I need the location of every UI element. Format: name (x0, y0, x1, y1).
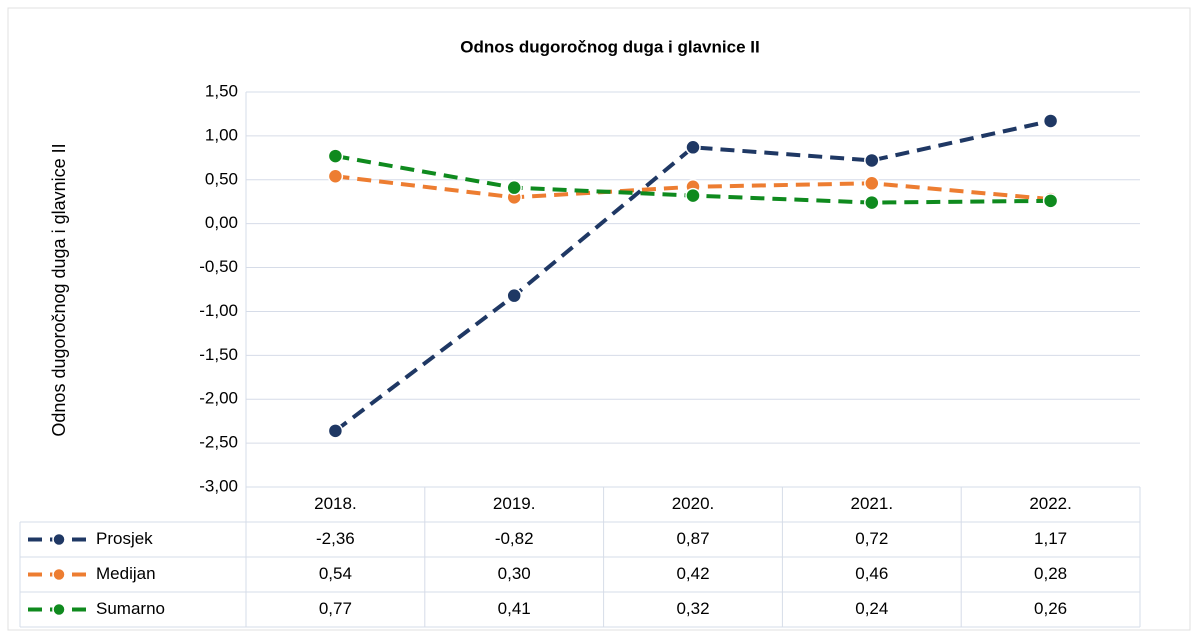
marker (864, 175, 880, 192)
y-tick-label: -1,00 (199, 301, 238, 320)
marker (327, 423, 344, 439)
marker (1042, 193, 1059, 209)
marker (864, 194, 880, 211)
table-value: -2,36 (316, 529, 355, 548)
y-axis-title: Odnos dugoročnog duga i glavnice II (49, 143, 69, 436)
marker (327, 148, 344, 164)
legend-label: Sumarno (96, 599, 165, 618)
table-value: 0,42 (676, 564, 709, 583)
y-tick-label: 1,00 (205, 125, 238, 144)
y-tick-label: 0,50 (205, 169, 238, 188)
table-value: 0,26 (1034, 599, 1067, 618)
x-tick-label: 2019. (493, 494, 536, 513)
marker (1042, 113, 1059, 129)
table-value: 0,24 (855, 599, 888, 618)
legend-label: Medijan (96, 564, 156, 583)
chart-title: Odnos dugoročnog duga i glavnice II (460, 37, 759, 56)
y-tick-label: -1,50 (199, 345, 238, 364)
table-value: 0,54 (319, 564, 352, 583)
table-value: 0,72 (855, 529, 888, 548)
y-tick-label: 1,50 (205, 81, 238, 100)
table-value: 1,17 (1034, 529, 1067, 548)
marker (685, 187, 701, 204)
table-value: 0,28 (1034, 564, 1067, 583)
y-tick-label: -2,00 (199, 389, 238, 408)
x-tick-label: 2018. (314, 494, 357, 513)
y-tick-label: -3,00 (199, 476, 238, 495)
marker (864, 152, 880, 169)
table-value: 0,87 (676, 529, 709, 548)
legend-label: Prosjek (96, 529, 153, 548)
marker (327, 168, 344, 185)
x-tick-label: 2020. (672, 494, 715, 513)
table-value: 0,77 (319, 599, 352, 618)
marker (506, 179, 522, 196)
marker (685, 139, 701, 156)
y-tick-label: -2,50 (199, 433, 238, 452)
y-tick-label: -0,50 (199, 257, 238, 276)
table-value: 0,32 (676, 599, 709, 618)
table-value: 0,30 (498, 564, 531, 583)
x-tick-label: 2022. (1029, 494, 1072, 513)
x-tick-label: 2021. (851, 494, 894, 513)
marker (506, 287, 522, 304)
chart-frame (7, 7, 1191, 631)
legend-key-marker (52, 532, 66, 547)
table-value: -0,82 (495, 529, 534, 548)
table-value: 0,46 (855, 564, 888, 583)
table-value: 0,41 (498, 599, 531, 618)
y-tick-label: 0,00 (205, 213, 238, 232)
legend-key-marker (52, 602, 66, 617)
legend-key-marker (52, 567, 66, 582)
